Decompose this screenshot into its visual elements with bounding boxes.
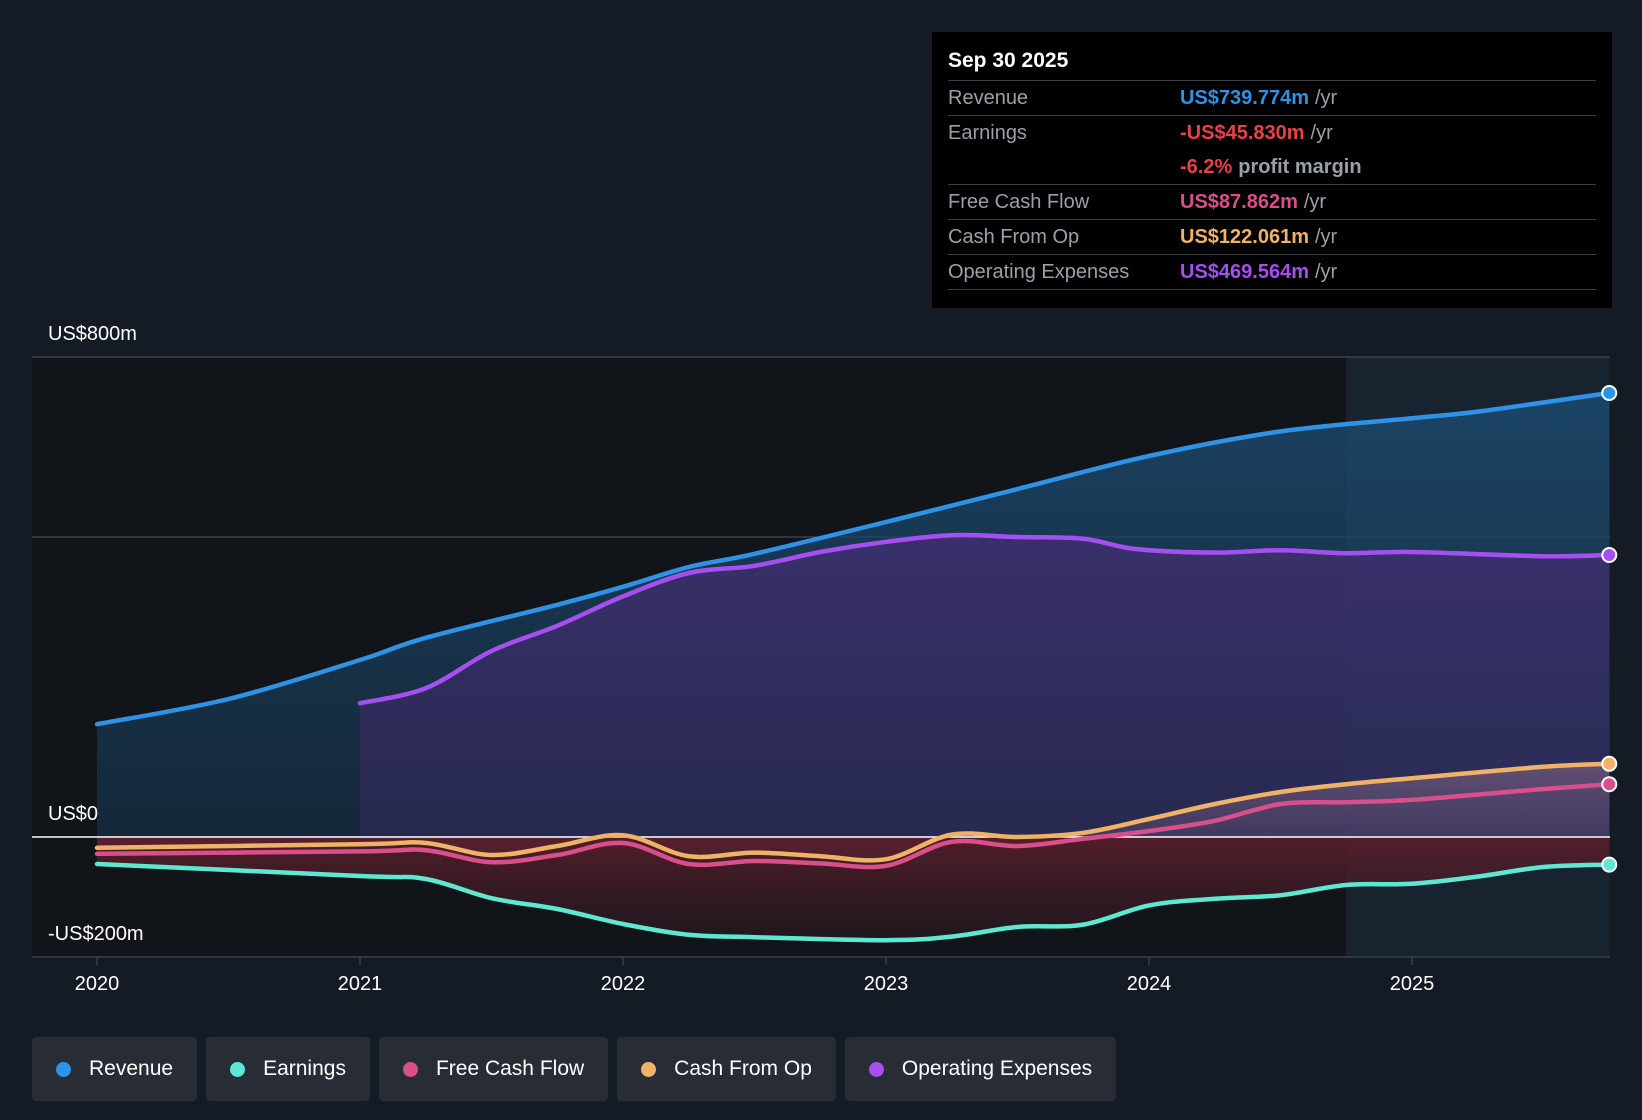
tooltip-label: Cash From Op xyxy=(948,226,1080,248)
x-tick-label: 2020 xyxy=(75,973,120,995)
tooltip-value: US$739.774m xyxy=(1180,87,1309,109)
earnings-line xyxy=(94,861,1612,943)
legend-item-revenue[interactable]: Revenue xyxy=(32,1037,198,1101)
tooltip-unit: /yr xyxy=(1314,261,1338,283)
tooltip-label: Revenue xyxy=(948,87,1029,109)
legend-label: Operating Expenses xyxy=(901,1057,1093,1080)
earnings-end-marker xyxy=(1601,856,1618,873)
tooltip-label: Free Cash Flow xyxy=(948,191,1090,213)
y-label-top: US$800m xyxy=(48,323,137,345)
tooltip-value: -6.2% xyxy=(1180,156,1233,178)
legend-item-operating-expenses[interactable]: Operating Expenses xyxy=(844,1037,1117,1101)
x-tick-label: 2023 xyxy=(864,973,909,995)
operating-expenses-end-marker xyxy=(1601,547,1618,563)
legend-label: Revenue xyxy=(89,1057,174,1080)
revenue-line xyxy=(94,390,1612,727)
y-label-zero: US$0 xyxy=(48,803,98,825)
tooltip-label: Earnings xyxy=(948,122,1027,144)
tooltip-value: US$469.564m xyxy=(1180,261,1309,283)
operating-expenses-line xyxy=(357,532,1612,706)
legend-item-cash-from-op[interactable]: Cash From Op xyxy=(617,1037,836,1101)
tooltip-unit: /yr xyxy=(1314,87,1338,109)
legend-item-free-cash-flow[interactable]: Free Cash Flow xyxy=(378,1037,609,1101)
tooltip-row-revenue: Revenue US$739.774m /yr xyxy=(948,81,1596,116)
tooltip-panel: Sep 30 2025 Revenue US$739.774m /yr Earn… xyxy=(932,32,1612,308)
tooltip-row-profit-margin: -6.2% profit margin xyxy=(948,150,1596,185)
series-end-markers xyxy=(1601,385,1618,873)
x-tick-label: 2022 xyxy=(601,973,646,995)
free-cash-flow-line xyxy=(94,781,1612,870)
legend: Revenue Earnings Free Cash Flow Cash Fro… xyxy=(32,1037,1117,1101)
tooltip-label: Operating Expenses xyxy=(948,261,1130,283)
tooltip-value: -US$45.830m xyxy=(1180,122,1305,144)
tooltip-date: Sep 30 2025 xyxy=(948,46,1596,81)
series-lines xyxy=(94,390,1612,943)
legend-label: Cash From Op xyxy=(674,1057,812,1080)
tooltip-label xyxy=(948,150,1180,184)
x-tick-label: 2024 xyxy=(1127,973,1172,995)
revenue-end-marker xyxy=(1601,385,1618,401)
legend-dot-icon xyxy=(56,1061,71,1077)
tooltip-row-earnings: Earnings -US$45.830m /yr xyxy=(948,116,1596,150)
x-tick-label: 2025 xyxy=(1390,973,1435,995)
earnings-area xyxy=(97,837,1610,941)
tooltip-unit: /yr xyxy=(1314,226,1338,248)
tooltip-row-cash-from-op: Cash From Op US$122.061m /yr xyxy=(948,220,1596,255)
legend-dot-icon xyxy=(641,1061,657,1077)
series-areas xyxy=(32,393,1610,941)
tooltip-value: US$122.061m xyxy=(1180,226,1309,248)
legend-dot-icon xyxy=(402,1061,418,1077)
tooltip-unit: /yr xyxy=(1310,122,1333,144)
tooltip-unit: /yr xyxy=(1303,191,1327,213)
legend-dot-icon xyxy=(230,1061,246,1077)
operating-expenses-area xyxy=(360,535,1610,837)
x-axis-ticks: 2020 2021 2022 2023 2024 2025 xyxy=(75,957,1435,995)
x-tick-label: 2021 xyxy=(338,973,383,995)
legend-dot-icon xyxy=(868,1061,884,1077)
tooltip-row-free-cash-flow: Free Cash Flow US$87.862m /yr xyxy=(948,185,1596,220)
legend-item-earnings[interactable]: Earnings xyxy=(206,1037,370,1101)
legend-label: Free Cash Flow xyxy=(435,1057,585,1080)
free-cash-flow-end-marker xyxy=(1601,776,1618,793)
tooltip-value: US$87.862m xyxy=(1180,191,1298,213)
cash-from-op-end-marker xyxy=(1601,755,1618,772)
tooltip-row-operating-expenses: Operating Expenses US$469.564m /yr xyxy=(948,255,1596,290)
y-label-bottom: -US$200m xyxy=(48,923,144,945)
cash-from-op-line xyxy=(94,761,1612,863)
tooltip-unit: profit margin xyxy=(1238,156,1362,178)
legend-label: Earnings xyxy=(263,1057,346,1080)
